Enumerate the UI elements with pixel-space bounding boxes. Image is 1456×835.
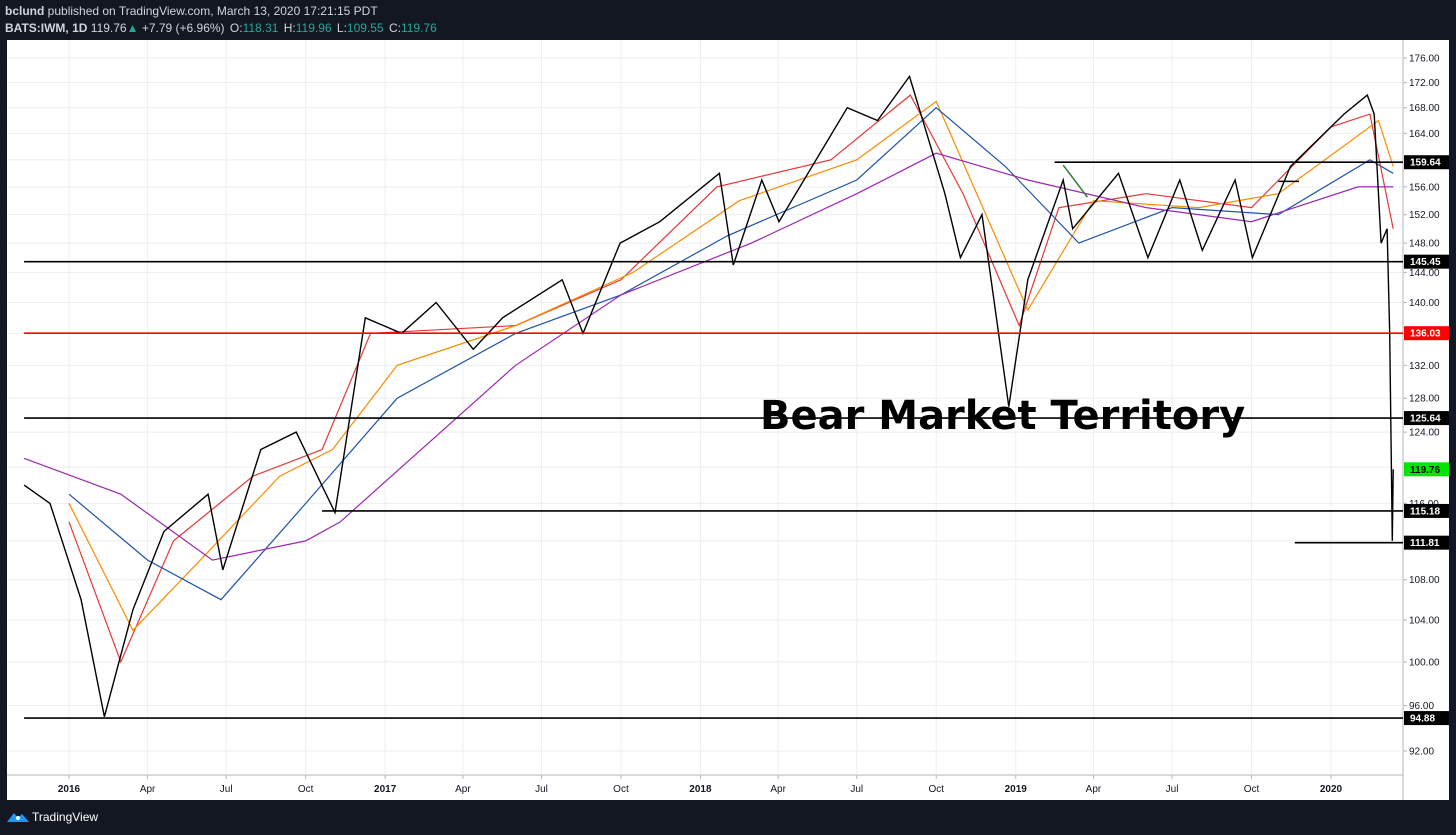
time-tick-label: 2019	[1005, 784, 1028, 795]
time-tick-label: Oct	[1244, 784, 1260, 795]
low-value: 109.55	[346, 21, 384, 35]
price-tick-label: 124.00	[1409, 428, 1440, 439]
price-tag-label: 136.03	[1410, 329, 1441, 340]
price-tick-label: 140.00	[1409, 298, 1440, 309]
price-tag-136.03	[1404, 326, 1449, 341]
time-tick-label: Jul	[1166, 784, 1179, 795]
time-tick-label: Oct	[928, 784, 944, 795]
price-tick-label: 168.00	[1409, 103, 1440, 114]
annotation-text: Bear Market Territory	[760, 393, 1245, 439]
open-label: O:	[229, 21, 243, 35]
trendlines	[1062, 164, 1300, 198]
time-tick-label: 2017	[374, 784, 397, 795]
quote-line: BATS:IWM, 1D 119.76▲ +7.79 (+6.96%) O:11…	[5, 21, 437, 35]
price-tag-115.18	[1404, 503, 1449, 518]
price-tick-label: 156.00	[1409, 182, 1440, 193]
price-tag-94.88	[1404, 711, 1449, 726]
trendline-1	[1062, 164, 1089, 198]
price-tag-111.81	[1404, 535, 1449, 550]
time-axis[interactable]	[7, 775, 1403, 800]
price-tick-label: 128.00	[1409, 394, 1440, 405]
time-tick-label: Apr	[770, 784, 786, 795]
price-tick-label: 172.00	[1409, 78, 1440, 89]
price-tag-label: 159.64	[1410, 158, 1441, 169]
price-tick-label: 92.00	[1409, 747, 1434, 758]
price-tick-label: 144.00	[1409, 268, 1440, 279]
price-tag-label: 145.45	[1410, 257, 1441, 268]
price-tag-label: 115.18	[1410, 506, 1440, 517]
time-tick-label: Oct	[613, 784, 629, 795]
time-tick-label: Jul	[850, 784, 863, 795]
time-tick-label: Jul	[220, 784, 233, 795]
tradingview-logo-icon[interactable]	[6, 810, 30, 824]
price-tick-label: 108.00	[1409, 575, 1440, 586]
time-axis-labels: 2016 Apr Jul Oct 2017 Apr Jul Oct 2018 Apr Jul Oct 2…	[58, 775, 1343, 795]
price-series	[23, 74, 1394, 717]
price-tag-125.64	[1404, 411, 1449, 426]
price-tag-159.64	[1404, 155, 1449, 170]
moving-average-line-2	[68, 100, 1394, 632]
price-tags: 159.64 145.45 136.03 125.64 115.18 111.81 94.8…	[1404, 155, 1449, 726]
price-line	[23, 74, 1394, 717]
last-price-tag-label: 119.76	[1410, 465, 1440, 476]
price-chart[interactable]: Bear Market Territory 92.00 96.00 100.00 10…	[0, 40, 1456, 800]
price-tick-label: 148.00	[1409, 239, 1440, 250]
time-tick-label: Apr	[140, 784, 156, 795]
last-price-value: 119.76	[90, 21, 127, 35]
time-tick-label: Apr	[455, 784, 471, 795]
symbol-label[interactable]: BATS:IWM, 1D	[5, 21, 88, 35]
time-tick-label: 2020	[1320, 784, 1343, 795]
price-tag-label: 111.81	[1410, 538, 1440, 549]
publish-text: published on TradingView.com, March 13, …	[47, 4, 378, 18]
close-label: C:	[388, 21, 401, 35]
author-name[interactable]: bclund	[5, 4, 45, 18]
horizontal-levels	[24, 161, 1403, 719]
chart-footer: TradingView	[0, 800, 1456, 835]
price-tag-145.45	[1404, 254, 1449, 269]
time-tick-label: Jul	[535, 784, 548, 795]
price-tick-label: 104.00	[1409, 616, 1440, 627]
low-label: L:	[336, 21, 347, 35]
price-tick-label: 164.00	[1409, 129, 1440, 140]
price-tick-label: 152.00	[1409, 210, 1440, 221]
gridlines	[7, 40, 1403, 775]
price-tick-label: 96.00	[1409, 701, 1434, 712]
price-tag-label: 94.88	[1410, 714, 1435, 725]
chart-header: bclund published on TradingView.com, Mar…	[0, 0, 1456, 40]
price-tick-label: 100.00	[1409, 657, 1440, 668]
moving-averages	[23, 94, 1394, 664]
price-tick-label: 176.00	[1409, 54, 1440, 65]
up-arrow-icon: ▲	[126, 21, 139, 35]
time-tick-label: Apr	[1086, 784, 1102, 795]
time-tick-label: 2018	[689, 784, 712, 795]
publish-info: bclund published on TradingView.com, Mar…	[5, 4, 378, 18]
change-value: +7.79 (+6.96%)	[141, 21, 225, 35]
high-label: H:	[283, 21, 296, 35]
high-value: 119.96	[295, 21, 332, 35]
brand-text[interactable]: TradingView	[32, 810, 99, 824]
time-tick-label: 2016	[58, 784, 81, 795]
close-value: 119.76	[400, 21, 437, 35]
price-tag-label: 125.64	[1410, 414, 1441, 425]
price-tick-label: 132.00	[1409, 361, 1440, 372]
time-tick-label: Oct	[298, 784, 314, 795]
moving-average-line-3	[68, 106, 1394, 601]
open-value: 118.31	[242, 21, 279, 35]
moving-average-line-4	[23, 152, 1394, 561]
last-price-tag	[1404, 462, 1449, 477]
